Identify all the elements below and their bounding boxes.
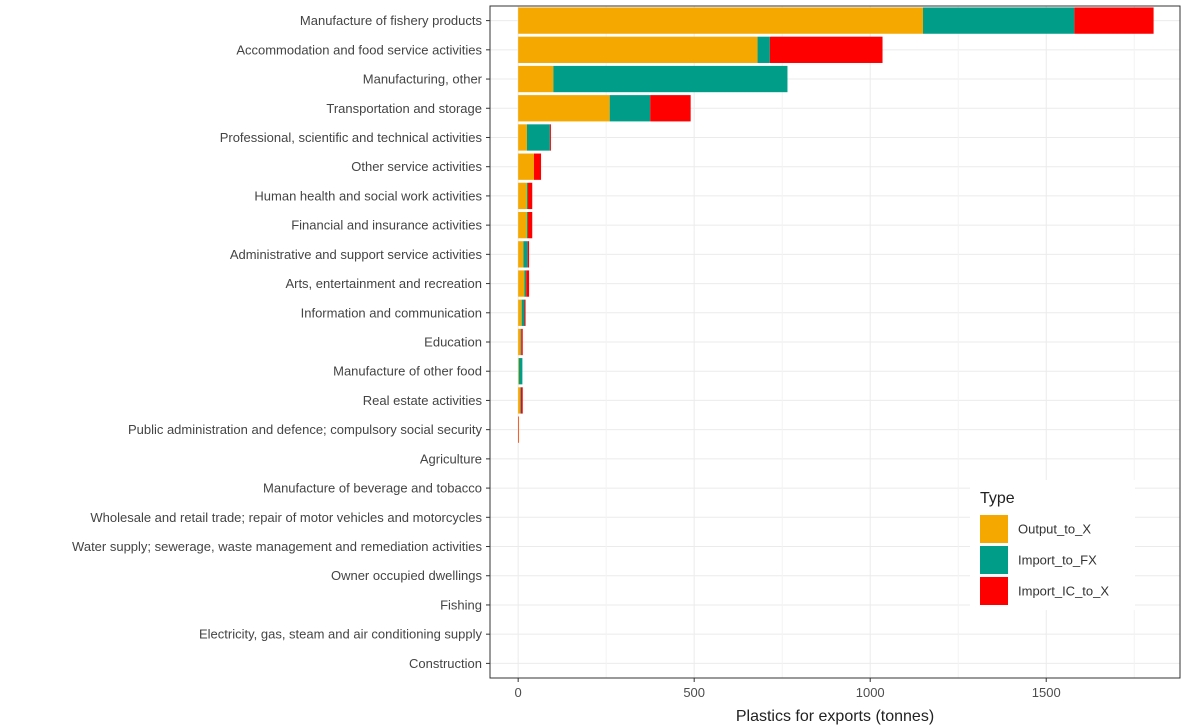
legend-swatch	[980, 515, 1008, 543]
legend-label: Import_to_FX	[1018, 553, 1097, 568]
category-label: Manufacture of other food	[333, 364, 482, 379]
category-label: Manufacture of fishery products	[300, 13, 483, 28]
category-label: Construction	[409, 656, 482, 671]
legend: Type Output_to_X Import_to_FX Import_IC_to…	[970, 480, 1135, 610]
legend-label: Output_to_X	[1018, 522, 1091, 537]
bar-segment	[528, 182, 533, 210]
category-label: Agriculture	[420, 451, 482, 466]
bar-segment	[524, 270, 527, 297]
bar-segment	[520, 387, 523, 414]
bar-segment	[518, 358, 519, 385]
bar-segment	[518, 299, 522, 326]
bar-segment	[609, 95, 651, 122]
legend-swatch	[980, 577, 1008, 605]
bar-segment	[518, 36, 758, 63]
bar-segment	[523, 241, 528, 268]
category-label: Wholesale and retail trade; repair of mo…	[90, 510, 482, 525]
bar-segment	[521, 328, 523, 356]
category-label: Real estate activities	[363, 393, 483, 408]
category-label: Fishing	[440, 597, 482, 612]
bar-segment	[520, 387, 521, 414]
bar-segment	[526, 270, 530, 297]
bar-segment	[769, 36, 883, 63]
bar-segment	[518, 182, 527, 210]
bar-segment	[518, 328, 521, 356]
bar-segment	[1074, 7, 1154, 34]
category-label: Financial and insurance activities	[291, 218, 482, 233]
bar-segment	[526, 211, 529, 239]
bar-segment	[650, 95, 691, 122]
category-label: Other service activities	[351, 159, 482, 174]
category-label: Transportation and storage	[326, 101, 482, 116]
bar-segment	[923, 7, 1075, 34]
category-label: Manufacturing, other	[363, 72, 483, 87]
category-label: Arts, entertainment and recreation	[285, 276, 482, 291]
category-label: Owner occupied dwellings	[331, 568, 483, 583]
bar-segment	[518, 95, 610, 122]
category-label: Public administration and defence; compu…	[128, 422, 483, 437]
category-label: Information and communication	[301, 305, 482, 320]
bar-segment	[757, 36, 770, 63]
category-label: Human health and social work activities	[254, 188, 482, 203]
bar-segment	[518, 7, 924, 34]
y-axis-ticks: Manufacture of fishery products Accommoda…	[72, 13, 490, 671]
bar-segment	[534, 153, 542, 180]
x-axis-ticks: 0 500 1000 1500	[515, 678, 1061, 700]
legend-swatch	[980, 546, 1008, 574]
category-label: Professional, scientific and technical a…	[220, 130, 483, 145]
bar-segment	[518, 387, 521, 414]
bar-segment	[553, 65, 788, 93]
x-tick-label: 500	[683, 685, 705, 700]
category-label: Electricity, gas, steam and air conditio…	[199, 627, 483, 642]
category-label: Administrative and support service activ…	[230, 247, 483, 262]
bar-segment	[518, 124, 527, 151]
category-label: Education	[424, 335, 482, 350]
legend-label: Import_IC_to_X	[1018, 584, 1109, 599]
bar-segment	[518, 153, 535, 180]
legend-title: Type	[980, 490, 1015, 507]
x-tick-label: 1500	[1032, 685, 1061, 700]
x-tick-label: 0	[515, 685, 522, 700]
bar-segment	[518, 416, 519, 443]
category-label: Water supply; sewerage, waste management…	[72, 539, 482, 554]
bar-segment	[524, 299, 526, 326]
category-label: Accommodation and food service activitie…	[236, 42, 482, 57]
bar-segment	[528, 211, 533, 239]
bar-segment	[527, 241, 530, 268]
x-axis-title: Plastics for exports (tonnes)	[736, 708, 934, 725]
x-tick-label: 1000	[856, 685, 885, 700]
bar-segment	[518, 416, 520, 443]
bar-segment	[549, 124, 551, 151]
bars	[518, 7, 1154, 443]
bar-segment	[520, 328, 522, 356]
bar-segment	[518, 358, 523, 385]
bar-segment	[518, 270, 525, 297]
bar-segment	[518, 65, 554, 93]
category-label: Manufacture of beverage and tobacco	[263, 481, 482, 496]
bar-segment	[518, 241, 524, 268]
bar-segment	[526, 182, 529, 210]
bar-segment	[526, 124, 550, 151]
bar-segment	[518, 211, 527, 239]
bar-segment	[521, 299, 525, 326]
